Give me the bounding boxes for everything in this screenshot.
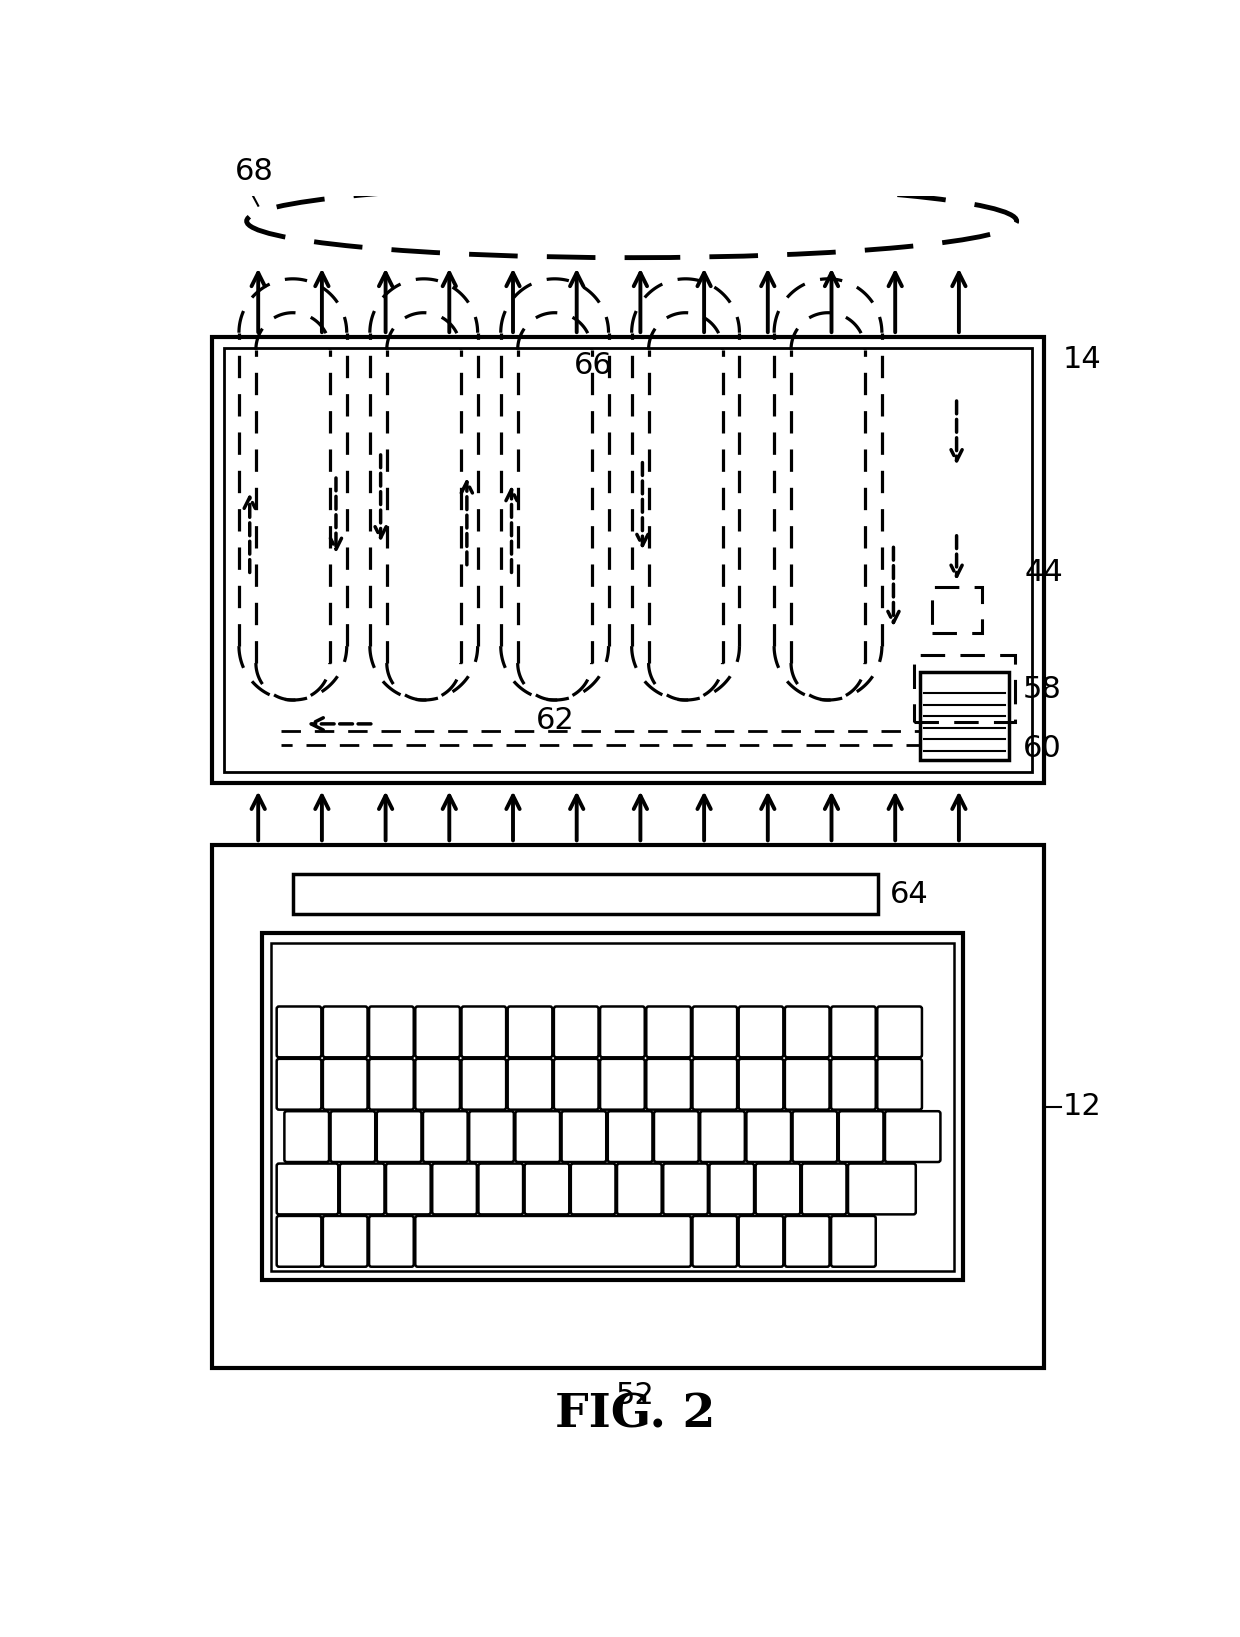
Text: 12: 12 (1063, 1092, 1101, 1121)
FancyBboxPatch shape (608, 1112, 652, 1162)
FancyBboxPatch shape (692, 1216, 737, 1267)
FancyBboxPatch shape (739, 1216, 784, 1267)
FancyBboxPatch shape (877, 1007, 921, 1058)
Text: 52: 52 (616, 1382, 655, 1409)
FancyBboxPatch shape (755, 1164, 800, 1215)
FancyBboxPatch shape (663, 1164, 708, 1215)
Bar (223, 349, 1032, 771)
Bar (212, 337, 1044, 782)
FancyBboxPatch shape (277, 1007, 321, 1058)
Text: 68: 68 (236, 157, 274, 185)
FancyBboxPatch shape (370, 1059, 414, 1110)
Bar (262, 933, 962, 1280)
Bar (932, 586, 982, 634)
FancyBboxPatch shape (701, 1112, 745, 1162)
FancyBboxPatch shape (322, 1216, 367, 1267)
FancyBboxPatch shape (802, 1164, 847, 1215)
FancyBboxPatch shape (746, 1112, 791, 1162)
FancyBboxPatch shape (600, 1059, 645, 1110)
FancyBboxPatch shape (785, 1007, 830, 1058)
FancyBboxPatch shape (469, 1112, 513, 1162)
FancyBboxPatch shape (646, 1007, 691, 1058)
Bar (914, 655, 1016, 722)
FancyBboxPatch shape (831, 1059, 875, 1110)
FancyBboxPatch shape (322, 1059, 367, 1110)
FancyBboxPatch shape (507, 1059, 552, 1110)
FancyBboxPatch shape (570, 1164, 615, 1215)
FancyBboxPatch shape (423, 1112, 467, 1162)
FancyBboxPatch shape (709, 1164, 754, 1215)
FancyBboxPatch shape (785, 1059, 830, 1110)
FancyBboxPatch shape (785, 1216, 830, 1267)
FancyBboxPatch shape (692, 1007, 737, 1058)
FancyBboxPatch shape (516, 1112, 560, 1162)
FancyBboxPatch shape (277, 1216, 321, 1267)
FancyBboxPatch shape (340, 1164, 384, 1215)
FancyBboxPatch shape (479, 1164, 523, 1215)
FancyBboxPatch shape (877, 1059, 921, 1110)
FancyBboxPatch shape (525, 1164, 569, 1215)
FancyBboxPatch shape (739, 1059, 784, 1110)
FancyBboxPatch shape (507, 1007, 552, 1058)
Bar (293, 874, 878, 913)
FancyBboxPatch shape (646, 1059, 691, 1110)
Text: 62: 62 (536, 706, 574, 735)
FancyBboxPatch shape (377, 1112, 422, 1162)
FancyBboxPatch shape (284, 1112, 329, 1162)
FancyBboxPatch shape (386, 1164, 430, 1215)
FancyBboxPatch shape (331, 1112, 376, 1162)
FancyBboxPatch shape (415, 1059, 460, 1110)
Bar (920, 671, 1009, 760)
FancyBboxPatch shape (415, 1007, 460, 1058)
FancyBboxPatch shape (618, 1164, 662, 1215)
FancyBboxPatch shape (461, 1059, 506, 1110)
FancyBboxPatch shape (277, 1164, 339, 1215)
FancyBboxPatch shape (600, 1007, 645, 1058)
FancyBboxPatch shape (838, 1112, 883, 1162)
Text: 44: 44 (1024, 558, 1063, 588)
FancyBboxPatch shape (433, 1164, 477, 1215)
Text: 58: 58 (1023, 674, 1061, 704)
FancyBboxPatch shape (739, 1007, 784, 1058)
Text: 64: 64 (889, 879, 929, 909)
FancyBboxPatch shape (554, 1059, 599, 1110)
FancyBboxPatch shape (370, 1216, 414, 1267)
FancyBboxPatch shape (562, 1112, 606, 1162)
FancyBboxPatch shape (692, 1059, 737, 1110)
FancyBboxPatch shape (554, 1007, 599, 1058)
FancyBboxPatch shape (322, 1007, 367, 1058)
FancyBboxPatch shape (848, 1164, 916, 1215)
FancyBboxPatch shape (415, 1216, 691, 1267)
FancyBboxPatch shape (885, 1112, 940, 1162)
Bar (272, 943, 954, 1270)
FancyBboxPatch shape (792, 1112, 837, 1162)
FancyBboxPatch shape (653, 1112, 698, 1162)
Text: FIG. 2: FIG. 2 (556, 1391, 715, 1437)
Bar (212, 845, 1044, 1369)
FancyBboxPatch shape (370, 1007, 414, 1058)
FancyBboxPatch shape (831, 1007, 875, 1058)
FancyBboxPatch shape (831, 1216, 875, 1267)
Text: 60: 60 (1023, 733, 1061, 763)
FancyBboxPatch shape (461, 1007, 506, 1058)
FancyBboxPatch shape (277, 1059, 321, 1110)
Text: 14: 14 (1063, 345, 1101, 375)
Text: 66: 66 (574, 352, 613, 380)
